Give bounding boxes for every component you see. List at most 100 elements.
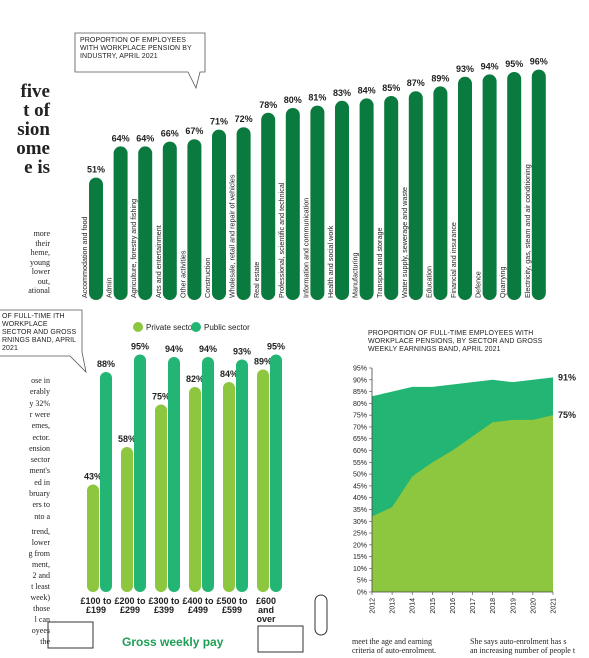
value-label: 78% (259, 100, 277, 110)
value-label: 96% (530, 57, 548, 67)
category-label: Agriculture, forestry and fishing (129, 199, 138, 298)
article-text: r were (29, 409, 50, 419)
value-label: 88% (97, 359, 115, 369)
article-text: lower (31, 538, 50, 547)
y-tick-label: 45% (353, 483, 367, 490)
value-label: 80% (284, 95, 302, 105)
article-text: ose in (31, 376, 50, 385)
value-label: 58% (118, 434, 136, 444)
y-tick-label: 75% (353, 413, 367, 420)
x-tick-label: 2017 (470, 598, 477, 614)
article-text: heme, (30, 248, 50, 257)
category-label: Arts and entertainment (154, 225, 163, 298)
legend-swatch (191, 322, 201, 332)
value-label: 81% (308, 93, 326, 103)
bar (100, 372, 112, 592)
chart-title: PROPORTION OF EMPLOYEES WITH WORKPLACE P… (80, 37, 192, 60)
headline-fragment: sion (17, 119, 50, 140)
category-label: Transport and storage (375, 228, 384, 298)
value-label: 85% (382, 83, 400, 93)
value-label: 94% (199, 344, 217, 354)
legend-swatch (133, 322, 143, 332)
article-text: t least (31, 582, 50, 591)
category-label: Financial and insurance (449, 222, 458, 298)
chart-title: OF FULL-TIME ITH WORKPLACE SECTOR AND GR… (2, 313, 77, 352)
category-label: Information and communication (301, 198, 310, 298)
bar (187, 139, 202, 300)
bar (261, 112, 276, 300)
article-text: week) (30, 593, 50, 602)
article-text: ational (28, 286, 50, 295)
value-label: 75% (152, 392, 170, 402)
y-tick-label: 90% (353, 377, 367, 384)
category-label: Electricity, gas, steam and air conditio… (523, 164, 532, 298)
bar (121, 447, 133, 592)
article-text: erably (30, 387, 50, 397)
money-icon (47, 621, 94, 649)
bar (433, 86, 448, 301)
value-label: 95% (267, 342, 285, 352)
article-text: their (35, 238, 50, 248)
value-label: 84% (358, 85, 376, 95)
bar (189, 387, 201, 592)
value-label: 82% (186, 374, 204, 384)
article-text: those (33, 604, 50, 613)
end-label: 75% (558, 410, 576, 420)
y-tick-label: 85% (353, 389, 367, 396)
area (372, 415, 553, 592)
value-label: 71% (210, 117, 228, 127)
y-tick-label: 15% (353, 554, 367, 561)
x-tick-label: 2016 (450, 598, 457, 614)
bar (384, 96, 399, 300)
bar (458, 76, 472, 300)
x-tick-label: £200 to £299 (114, 596, 146, 615)
article-text: ment, (32, 560, 50, 569)
x-axis-label: Gross weekly pay (122, 635, 224, 649)
bar (482, 74, 497, 301)
article-text: ment's (29, 466, 50, 476)
bar (270, 354, 282, 592)
y-tick-label: 65% (353, 436, 367, 443)
bar (408, 91, 423, 300)
article-text: emes, (31, 421, 50, 431)
headline-fragment: e is (24, 157, 50, 178)
headline-fragment: five (20, 81, 50, 102)
bar (134, 354, 146, 592)
category-label: Construction (203, 258, 212, 298)
article-text: ector. (32, 432, 50, 442)
y-tick-label: 70% (353, 424, 367, 431)
article-text: ension (29, 443, 50, 453)
article-text: ed in (34, 477, 50, 487)
bar (87, 484, 99, 592)
x-tick-label: £400 to £499 (182, 596, 214, 615)
y-tick-label: 5% (357, 578, 367, 585)
value-label: 84% (220, 369, 238, 379)
value-label: 95% (131, 342, 149, 352)
category-label: Health and social work (326, 225, 335, 298)
bar (155, 404, 167, 592)
article-text: young (30, 257, 50, 267)
legend-label: Private sector (146, 323, 195, 332)
value-label: 89% (431, 73, 449, 83)
coin-icon (314, 594, 328, 636)
article-text: She says auto-enrolment has s (470, 637, 567, 646)
title-bubble (0, 309, 87, 374)
category-label: Professional, scientific and technical (277, 182, 286, 298)
x-tick-label: £300 to £399 (148, 596, 180, 615)
y-tick-label: 50% (353, 472, 367, 479)
article-text: lower (31, 267, 50, 276)
value-label: 67% (185, 126, 203, 136)
x-tick-label: 2012 (370, 598, 377, 614)
y-tick-label: 55% (353, 460, 367, 467)
y-tick-label: 30% (353, 519, 367, 526)
value-label: 87% (407, 78, 425, 88)
y-tick-label: 20% (353, 542, 367, 549)
article-text: more (33, 229, 50, 238)
headline-fragment: ome (16, 138, 50, 159)
bar (89, 177, 103, 300)
article-text: y 32% (29, 398, 50, 408)
money-icon (257, 625, 304, 653)
bar (257, 369, 269, 592)
y-tick-label: 80% (353, 401, 367, 408)
bar (212, 129, 226, 300)
